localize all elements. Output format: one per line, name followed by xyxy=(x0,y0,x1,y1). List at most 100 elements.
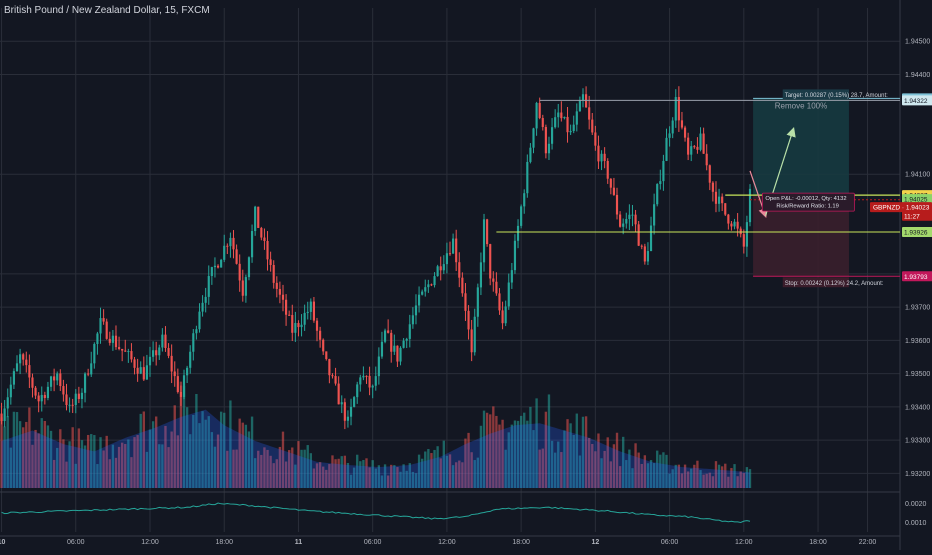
candle-body[interactable] xyxy=(365,375,368,377)
candle-body[interactable] xyxy=(702,133,705,154)
candle-body[interactable] xyxy=(353,397,356,407)
candle-body[interactable] xyxy=(473,316,476,353)
candle-body[interactable] xyxy=(717,196,721,204)
candle-body[interactable] xyxy=(452,238,455,254)
candle-body[interactable] xyxy=(0,413,3,422)
candle-body[interactable] xyxy=(730,223,733,227)
candle-body[interactable] xyxy=(62,386,65,395)
candle-body[interactable] xyxy=(739,228,742,235)
candle-body[interactable] xyxy=(550,127,554,144)
candle-body[interactable] xyxy=(538,102,541,119)
candle-body[interactable] xyxy=(195,329,198,334)
candle-body[interactable] xyxy=(510,270,513,283)
candle-body[interactable] xyxy=(250,231,254,258)
candle-body[interactable] xyxy=(269,259,272,265)
candle-body[interactable] xyxy=(40,394,43,402)
candle-body[interactable] xyxy=(210,267,213,277)
candle-body[interactable] xyxy=(677,97,680,121)
candle-body[interactable] xyxy=(727,214,730,224)
candle-body[interactable] xyxy=(266,240,269,260)
candle-body[interactable] xyxy=(721,196,724,204)
price-tag-stop[interactable] xyxy=(902,271,932,282)
candle-body[interactable] xyxy=(80,392,84,399)
candle-body[interactable] xyxy=(464,293,467,311)
candle-body[interactable] xyxy=(254,206,257,232)
candle-body[interactable] xyxy=(421,291,424,295)
candle-body[interactable] xyxy=(306,311,309,313)
candle-body[interactable] xyxy=(164,334,167,349)
candle-body[interactable] xyxy=(439,266,442,271)
candle-body[interactable] xyxy=(96,333,99,344)
candle-body[interactable] xyxy=(319,330,322,340)
price-tag-support[interactable] xyxy=(902,227,932,238)
target-zone[interactable] xyxy=(753,98,849,196)
candle-body[interactable] xyxy=(427,284,430,288)
price-tag-symbol[interactable] xyxy=(870,202,932,213)
candle-body[interactable] xyxy=(492,278,495,282)
candle-body[interactable] xyxy=(547,143,551,154)
candle-body[interactable] xyxy=(309,301,312,312)
candle-body[interactable] xyxy=(619,214,622,227)
candle-body[interactable] xyxy=(37,395,40,402)
candle-body[interactable] xyxy=(414,305,418,316)
candle-body[interactable] xyxy=(631,214,634,216)
candle-body[interactable] xyxy=(411,315,414,325)
candle-body[interactable] xyxy=(612,187,615,195)
candle-body[interactable] xyxy=(625,219,628,224)
candle-body[interactable] xyxy=(495,281,498,294)
candle-body[interactable] xyxy=(328,359,331,376)
candle-body[interactable] xyxy=(93,343,96,364)
candle-body[interactable] xyxy=(662,160,665,182)
candle-body[interactable] xyxy=(430,284,433,286)
price-tag-resistance[interactable] xyxy=(902,95,932,106)
candle-body[interactable] xyxy=(748,188,752,223)
candle-body[interactable] xyxy=(19,354,22,364)
candle-body[interactable] xyxy=(340,402,343,405)
candle-body[interactable] xyxy=(417,294,421,306)
candle-body[interactable] xyxy=(609,178,612,188)
candle-body[interactable] xyxy=(671,120,674,134)
candle-body[interactable] xyxy=(436,266,439,277)
candle-body[interactable] xyxy=(158,347,161,356)
candle-body[interactable] xyxy=(544,127,547,154)
candle-body[interactable] xyxy=(167,348,170,356)
candle-body[interactable] xyxy=(59,373,62,387)
candle-body[interactable] xyxy=(424,287,427,292)
candle-body[interactable] xyxy=(742,234,745,247)
candle-body[interactable] xyxy=(12,371,15,385)
candle-body[interactable] xyxy=(526,161,529,194)
candle-body[interactable] xyxy=(6,397,9,409)
candle-body[interactable] xyxy=(408,324,411,339)
candle-body[interactable] xyxy=(28,365,31,378)
candle-body[interactable] xyxy=(331,375,334,377)
candle-body[interactable] xyxy=(501,310,504,324)
candle-body[interactable] xyxy=(74,393,77,405)
candle-body[interactable] xyxy=(136,367,139,374)
candle-body[interactable] xyxy=(507,282,510,307)
candle-body[interactable] xyxy=(396,345,399,362)
candle-body[interactable] xyxy=(186,367,189,376)
candle-body[interactable] xyxy=(646,251,650,262)
candle-body[interactable] xyxy=(535,102,538,129)
candle-body[interactable] xyxy=(597,145,600,162)
candle-body[interactable] xyxy=(622,223,625,227)
candle-body[interactable] xyxy=(458,262,461,278)
candle-body[interactable] xyxy=(102,318,105,322)
candle-body[interactable] xyxy=(374,376,377,386)
candle-body[interactable] xyxy=(659,181,662,185)
axes[interactable]: 1.945001.944001.941001.938001.937001.936… xyxy=(0,39,932,546)
candle-body[interactable] xyxy=(362,375,365,378)
remove-label[interactable]: Remove 100% xyxy=(775,101,827,110)
candle-body[interactable] xyxy=(189,351,192,368)
candle-body[interactable] xyxy=(529,147,532,162)
candle-body[interactable] xyxy=(532,128,535,148)
candle-body[interactable] xyxy=(482,219,486,263)
candle-body[interactable] xyxy=(201,302,204,312)
candle-body[interactable] xyxy=(393,345,396,352)
candle-body[interactable] xyxy=(25,359,28,366)
candle-body[interactable] xyxy=(356,384,359,398)
candle-body[interactable] xyxy=(111,335,114,343)
candle-body[interactable] xyxy=(77,393,80,399)
candle-body[interactable] xyxy=(479,262,483,288)
